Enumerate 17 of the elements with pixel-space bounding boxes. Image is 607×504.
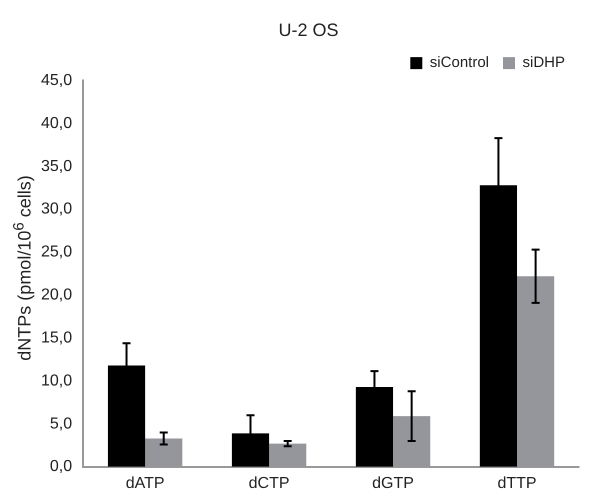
x-tick-label: dTTP — [497, 474, 537, 492]
y-tick-label: 30,0 — [41, 200, 72, 218]
chart-title: U-2 OS — [278, 20, 339, 40]
y-tick-label: 20,0 — [41, 286, 72, 304]
y-tick-label: 0,0 — [50, 458, 72, 476]
y-tick-label: 25,0 — [41, 244, 72, 261]
y-tick-label: 15,0 — [41, 329, 72, 346]
y-tick-label: 45,0 — [41, 72, 72, 90]
y-tick-label: 10,0 — [41, 372, 72, 390]
y-tick-label: 5,0 — [50, 415, 72, 432]
x-tick-label: dATP — [126, 474, 165, 492]
legend-label: siControl — [430, 54, 489, 72]
y-tick-label: 35,0 — [41, 158, 72, 175]
legend-label: siDHP — [522, 54, 566, 72]
y-tick-label: 40,0 — [41, 114, 72, 132]
x-tick-label: dGTP — [372, 474, 414, 492]
x-tick-label: dCTP — [248, 474, 290, 492]
